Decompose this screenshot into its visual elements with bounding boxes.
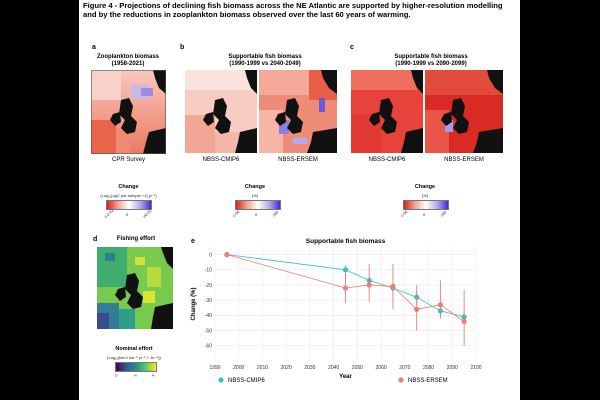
panel-d-tick-4: 4 [150,374,156,377]
x-tick-label: 2000 [233,365,244,371]
data-point-ersem [366,282,372,288]
panel-c-title: Supportable fish biomass (1990-1999 vs 2… [351,54,511,68]
x-tick-label: 1990 [209,365,220,371]
panel-c-ersem-label: NBSS-ERSEM [444,157,484,163]
panel-b-cmip6-label: NBSS-CMIP6 [202,157,240,163]
panel-c-cmip6-label: NBSS-CMIP6 [368,157,406,163]
cpr-zooplankton-map [91,70,166,154]
panel-b-tick-min: ≤-50 [231,208,241,219]
panel-b-tick-mid: 0 [255,212,258,217]
panel-a-tick-mid: 0 [126,212,129,217]
data-point-cmip6 [342,267,349,273]
panel-b-title-line1: Supportable fish biomass [228,54,302,60]
legend-label-cmip6: NBSS-CMIP6 [228,378,265,384]
panel-b-legend-title: Change [244,184,266,190]
x-tick-label: 2100 [470,365,481,371]
legend-label-ersem: NBSS-ERSEM [408,378,448,384]
panel-b-tick-max: ≥50 [271,209,280,218]
panel-b-cmip6-map [185,70,257,153]
x-tick-label: 2080 [423,365,434,371]
panel-e-label: e [191,238,195,245]
panel-a-title-line1: Zooplankton biomass [96,54,159,60]
panel-d-tick-0: 0 [113,374,119,377]
panel-b-ersem-map [259,70,337,153]
x-tick-label: 2050 [352,365,363,371]
panel-b-legend-units: (%) [251,193,259,198]
panel-d-legend-units: (Log₁₀[kw-h km⁻² yr⁻¹ + 1e⁻⁴]) [107,355,161,360]
panel-c-ersem-map [425,70,503,153]
panel-c-title-line2: (1990-1999 vs 2090-2099) [395,61,467,67]
data-point-ersem [224,252,230,258]
panel-a-tick-min: ≤-0.02 [102,207,115,220]
biomass-change-chart: 1990 2000 2010 2020 2030 2040 2050 2060 2070 2080… [191,238,482,384]
panel-b-label: b [180,44,185,51]
x-axis-label: Year [339,374,352,380]
x-tick-label: 2010 [257,365,268,371]
y-tick-label: 0 [209,252,212,258]
panel-b-title-line2: (1990-1999 vs 2040-2049) [229,61,301,67]
panel-c-cmip6-map [351,70,423,153]
data-point-ersem [437,302,444,308]
y-tick-label: -40 [205,313,212,319]
x-tick-label: 2020 [281,365,292,371]
data-point-ersem [390,283,396,290]
y-tick-label: -60 [205,344,212,350]
panel-c-tick-mid: 0 [423,212,426,217]
y-tick-label: -30 [205,298,212,304]
x-tick-label: 2090 [447,365,458,371]
panel-d-colorbar [115,362,157,372]
panel-a-legend-units: (Log₁₀[ugC per sample +1] yr⁻¹) [100,193,157,198]
panel-a-map-label: CPR Survey [111,157,145,163]
figure-caption: Figure 4 - Projections of declining fish… [83,1,503,20]
panel-c-legend-title: Change [414,184,436,190]
data-point-ersem [461,318,467,325]
x-tick-label: 2060 [376,365,387,371]
panel-d-tick-2: 2 [132,374,138,377]
figure-4: Figure 4 - Projections of declining fish… [79,0,520,400]
y-tick-label: -50 [205,328,212,334]
panel-c-label: c [350,44,354,51]
chart-title: Supportable fish biomass [306,238,386,245]
panel-b-colorbar [235,200,281,210]
data-point-ersem [342,285,349,291]
panel-b-ersem-label: NBSS-ERSEM [278,157,318,163]
y-axis-label: Change (%) [191,287,197,320]
data-point-ersem [414,306,420,312]
panel-b-title: Supportable fish biomass (1990-1999 vs 2… [185,54,345,68]
panel-d-title: Fishing effort [116,236,156,242]
legend-marker-cmip6 [218,377,224,383]
panel-c-tick-max: ≥50 [439,209,448,218]
y-tick-label: -10 [205,268,212,274]
plot-area [215,247,476,361]
panel-a-legend-title: Change [118,184,139,190]
panel-a-title-line2: (1958-2021) [111,61,145,67]
panel-d-label: d [93,236,98,243]
x-tick-label: 2040 [328,365,339,371]
panel-c-colorbar [403,200,449,210]
panel-d-legend-title: Nominal effort [115,346,153,352]
panel-a-colorbar [106,200,152,210]
x-tick-label: 2070 [399,365,410,371]
fishing-effort-map [97,247,173,329]
y-tick-label: -20 [205,283,212,289]
legend-marker-ersem [398,377,404,383]
panel-c-tick-min: ≤-50 [399,208,409,219]
x-tick-label: 2030 [304,365,315,371]
panel-a-title: Zooplankton biomass (1958-2021) [83,54,173,68]
panel-c-title-line1: Supportable fish biomass [394,54,468,60]
panel-c-legend-units: (%) [421,193,429,198]
panel-a-label: a [92,44,96,51]
